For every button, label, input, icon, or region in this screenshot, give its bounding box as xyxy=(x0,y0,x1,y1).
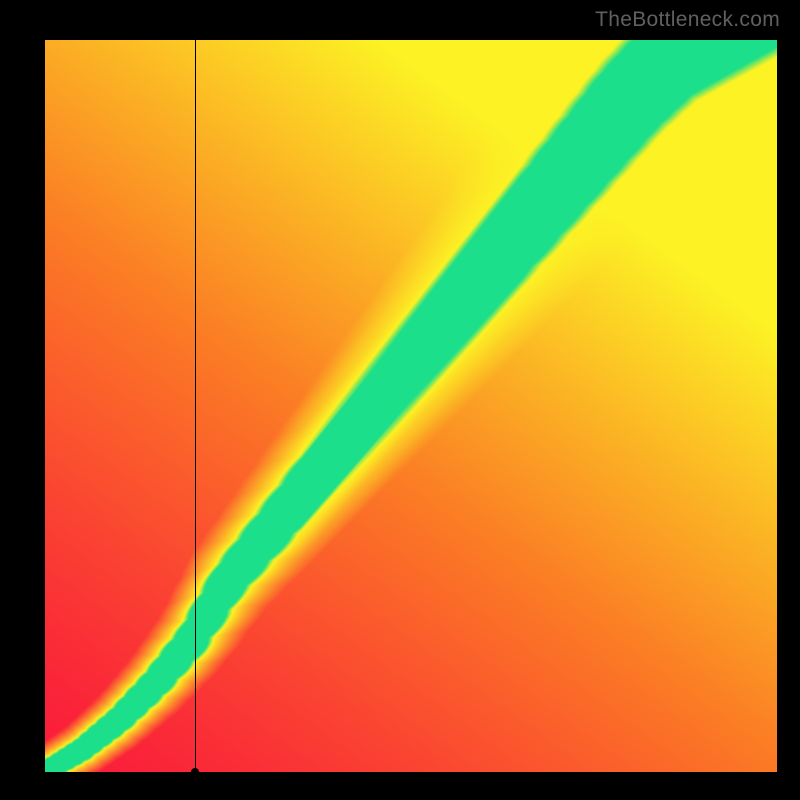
crosshair-vertical-line xyxy=(195,40,196,772)
crosshair-marker-dot xyxy=(191,768,199,776)
watermark-text: TheBottleneck.com xyxy=(595,8,780,32)
heatmap-canvas xyxy=(45,40,777,772)
crosshair-horizontal-line xyxy=(45,772,777,773)
plot-area xyxy=(45,40,777,772)
